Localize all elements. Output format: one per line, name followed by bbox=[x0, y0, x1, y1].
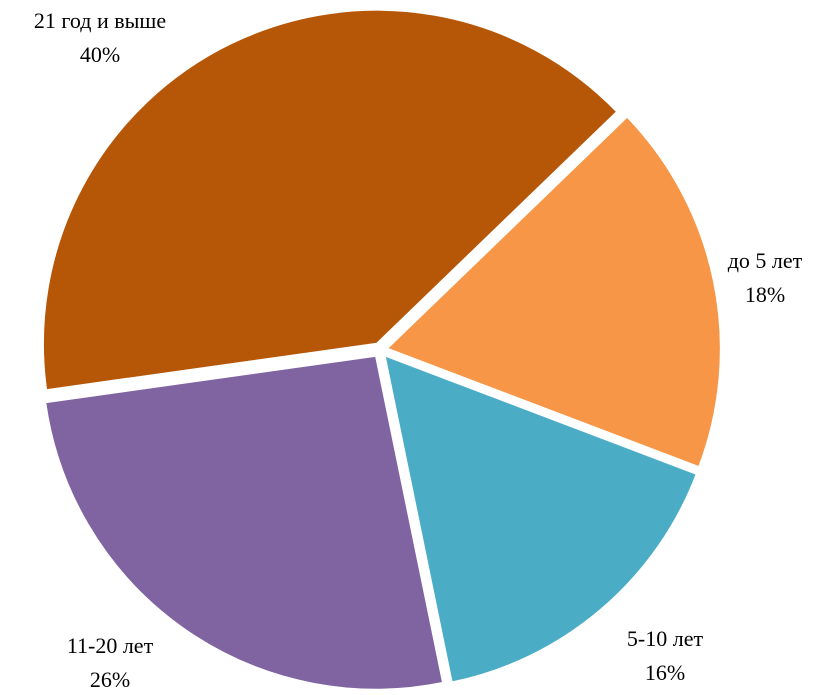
pie-slice bbox=[44, 354, 445, 691]
slice-value-label: 40% bbox=[80, 42, 120, 67]
slice-label: 5-10 лет bbox=[627, 626, 704, 651]
slice-value-label: 16% bbox=[645, 660, 685, 685]
pie-slice bbox=[385, 115, 722, 469]
slice-label: 21 год и выше bbox=[34, 8, 166, 33]
slice-label: до 5 лет bbox=[728, 248, 803, 273]
slice-value-label: 26% bbox=[90, 667, 130, 692]
slice-value-label: 18% bbox=[745, 282, 785, 307]
slice-label: 11-20 лет bbox=[67, 633, 154, 658]
pie-slice bbox=[41, 8, 619, 392]
pie-slice bbox=[383, 353, 699, 684]
